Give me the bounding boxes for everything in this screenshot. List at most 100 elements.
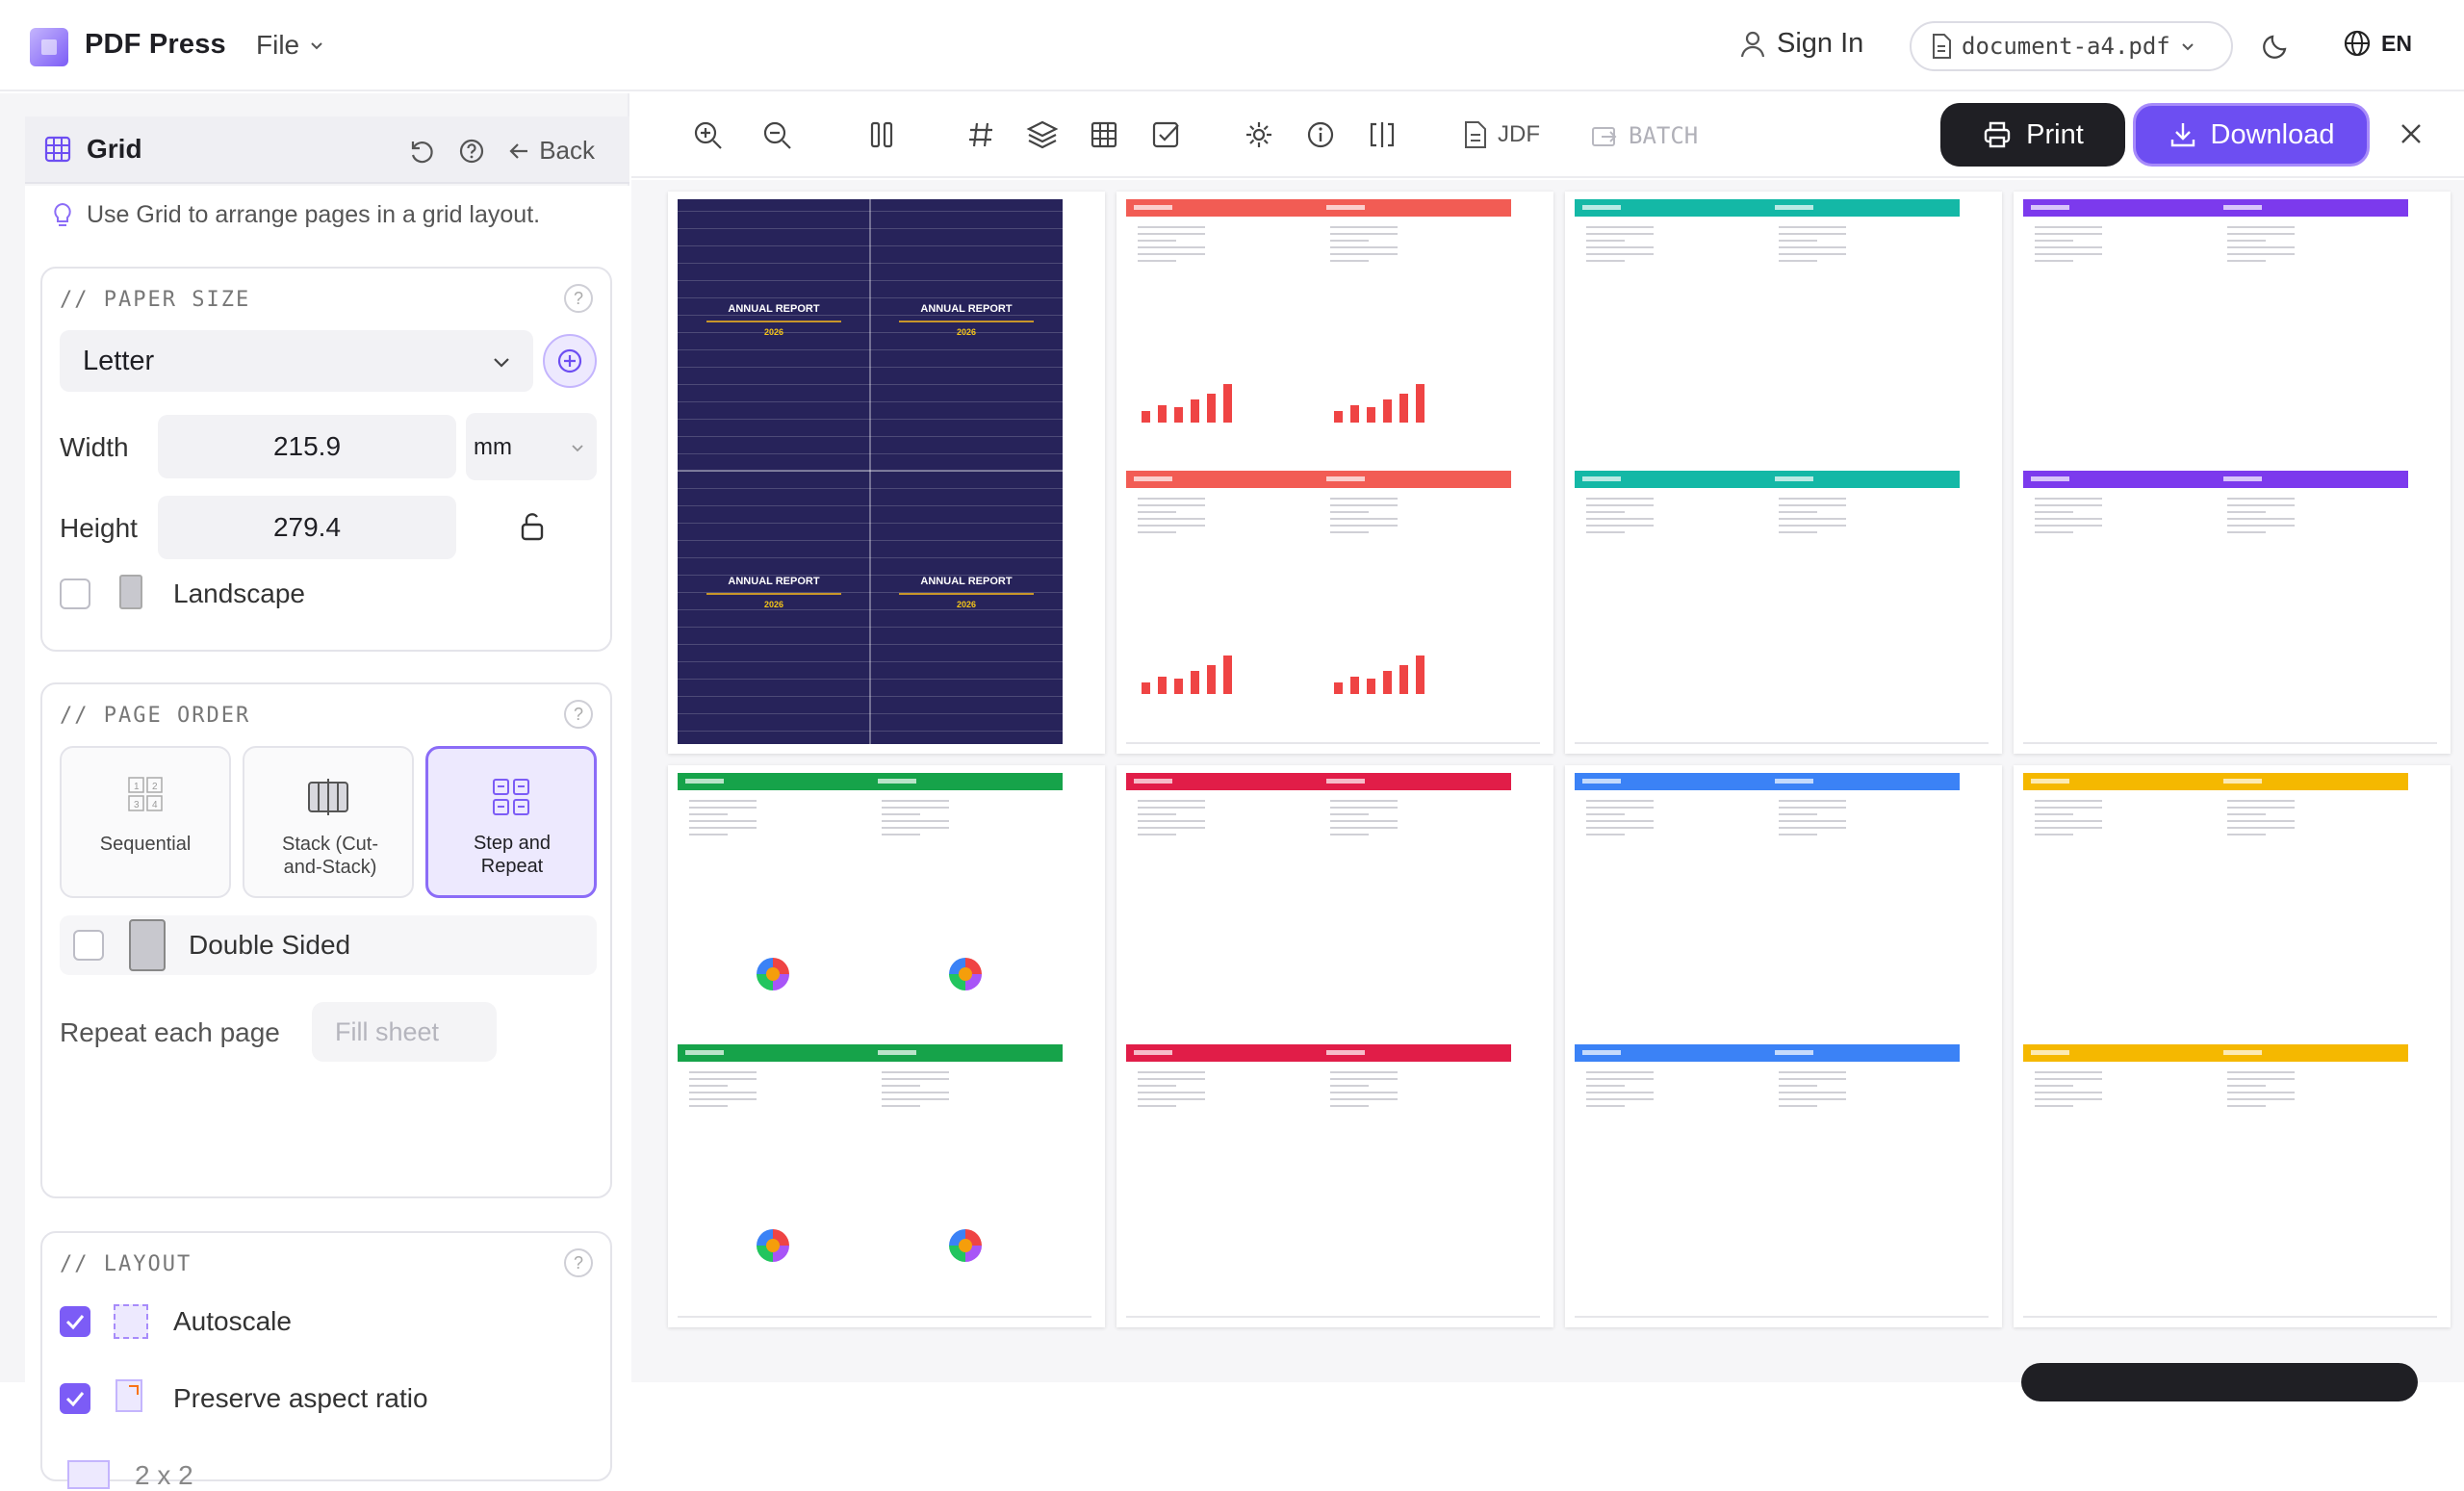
chart-bar [1399,665,1408,694]
checkbox-icon[interactable] [1151,119,1182,150]
paper-size-help-icon[interactable]: ? [564,284,593,313]
file-menu-button[interactable]: File [256,30,324,61]
jdf-button[interactable]: JDF [1463,120,1540,149]
cover-stripe [678,592,1063,593]
sheet-preview[interactable] [2014,765,2451,1327]
help-icon[interactable] [458,138,485,165]
height-input[interactable]: 279.4 [158,496,456,559]
page-header-band [1126,199,1319,217]
text-line [1779,1078,1846,1080]
sheet-preview[interactable] [1116,192,1553,754]
sheet-footer-line [678,1316,1091,1318]
unit-select[interactable]: mm [466,413,597,480]
split-view-icon[interactable] [1367,119,1398,150]
cover-stripe [678,488,1063,489]
sheet-preview[interactable]: ANNUAL REPORT 2026 ANNUAL REPORT 2026 ANNUAL… [668,192,1105,754]
floating-page-controls[interactable] [2021,1363,2418,1401]
info-icon[interactable] [1305,119,1336,150]
text-line [882,1078,949,1080]
order-option-sequential[interactable]: 1 2 3 4 Sequential [60,746,231,898]
text-line [882,820,949,822]
zoom-out-icon[interactable] [762,120,793,151]
sheet-preview[interactable] [668,765,1105,1327]
text-line [1138,1085,1176,1087]
bar-chart-thumbnail [1334,382,1424,423]
text-line [1138,820,1205,822]
hash-icon[interactable] [966,120,995,149]
cover-divider [678,470,1063,472]
chart-bar [1367,679,1375,694]
sequential-order-icon: 1 2 3 4 [128,777,163,811]
dark-mode-toggle-icon[interactable] [2262,31,2291,60]
text-line [1138,260,1176,262]
order-option-stack[interactable]: Stack (Cut-and-Stack) [243,746,414,898]
double-sided-checkbox[interactable] [73,930,104,961]
text-line [2035,1085,2073,1087]
language-selector[interactable]: EN [2343,29,2412,58]
autoscale-checkbox[interactable] [60,1306,90,1337]
text-line [1779,834,1817,835]
add-paper-size-button[interactable] [543,334,597,388]
sign-in-button[interactable]: Sign In [1740,28,1863,60]
cover-stripe [678,696,1063,697]
cover-rule [899,593,1034,595]
text-line [2035,525,2102,527]
sheet-preview[interactable] [1565,765,2002,1327]
bar-chart-thumbnail [1142,654,1232,694]
zoom-in-icon[interactable] [693,120,724,151]
text-line [1779,525,1846,527]
text-line [689,807,757,809]
page-header-band [2216,199,2408,217]
text-line [1330,504,1398,506]
text-line [1779,1098,1846,1100]
sheet-preview[interactable] [1565,192,2002,754]
download-button[interactable]: Download [2133,103,2370,167]
order-option-step-repeat[interactable]: Step and Repeat [425,746,597,898]
cover-stripe [678,713,1063,714]
preserve-aspect-label: Preserve aspect ratio [173,1383,428,1413]
text-line [1586,240,1625,242]
close-icon[interactable] [2397,119,2426,148]
cover-title: ANNUAL REPORT [920,303,1013,315]
layers-icon[interactable] [1026,119,1059,150]
document-selector[interactable]: document-a4.pdf [1910,21,2233,71]
cover-stripe [678,731,1063,732]
text-line [1586,1078,1654,1080]
text-line [689,1085,728,1087]
table-grid-icon[interactable] [1090,120,1118,149]
text-line [2227,253,2295,255]
layout-help-icon[interactable]: ? [564,1248,593,1277]
text-line [2227,246,2295,248]
page-header-band [1126,1044,1319,1062]
text-line [1586,1085,1625,1087]
batch-button[interactable]: BATCH [1590,122,1698,149]
page-thumbnail [1126,773,1319,1042]
width-input[interactable]: 215.9 [158,415,456,478]
page-order-help-icon[interactable]: ? [564,700,593,729]
double-sided-row[interactable]: Double Sided [60,915,597,975]
sheet-preview[interactable] [1116,765,1553,1327]
text-line [2227,504,2295,506]
back-button[interactable]: Back [508,136,595,166]
print-button[interactable]: Print [1940,103,2125,167]
chart-bar [1207,394,1216,423]
unlock-icon[interactable] [518,511,547,542]
chart-bar [1350,677,1359,694]
settings-gear-icon[interactable] [1244,119,1274,150]
fill-sheet-button[interactable]: Fill sheet [312,1002,497,1062]
paper-size-select[interactable]: Letter [60,330,533,392]
sheet-preview[interactable] [2014,192,2451,754]
chart-bar [1334,682,1343,694]
chart-bar [1223,656,1232,694]
settings-sidebar: Grid Back Use Grid to arrange pages in a… [0,93,629,1490]
preserve-aspect-checkbox[interactable] [60,1383,90,1414]
chart-bar [1191,671,1199,694]
columns-icon[interactable] [868,120,895,149]
landscape-checkbox[interactable] [60,578,90,609]
donut-chart-thumbnail [949,958,982,990]
text-line [1779,800,1846,802]
text-line [1138,531,1176,533]
stack-order-icon [308,779,348,815]
text-line [689,800,757,802]
reset-icon[interactable] [408,138,435,165]
